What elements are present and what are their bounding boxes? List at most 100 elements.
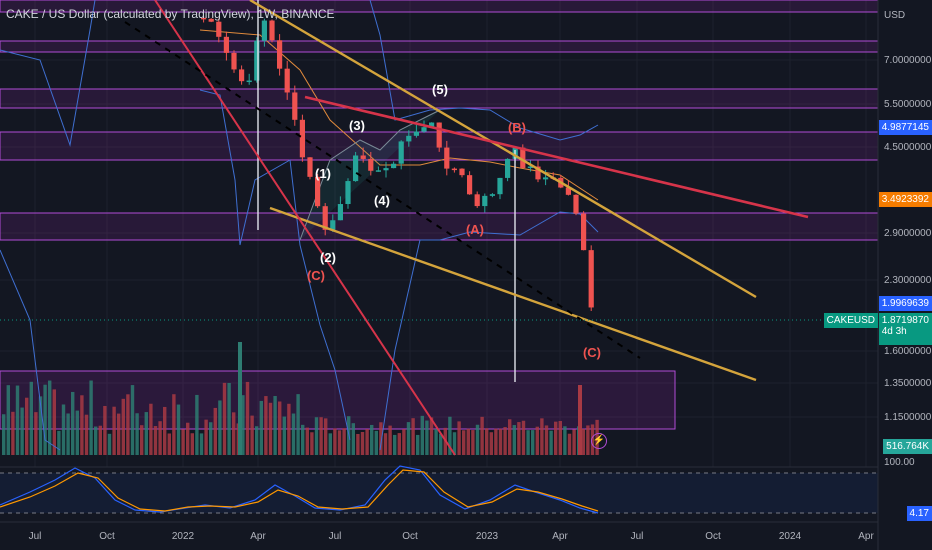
volume-bar xyxy=(360,431,365,455)
volume-bar xyxy=(581,428,585,455)
candle-body xyxy=(231,52,237,70)
volume-bar xyxy=(144,412,148,455)
volume-bar xyxy=(176,404,181,455)
volume-bar xyxy=(388,425,392,455)
volume-bar xyxy=(319,417,323,455)
volume-bar xyxy=(107,433,112,455)
volume-badge: 516.764K xyxy=(883,439,932,454)
volume-bar xyxy=(535,426,539,455)
candle-body xyxy=(216,21,222,37)
volume-bar xyxy=(140,425,144,455)
volume-bar xyxy=(512,425,516,455)
volume-bar xyxy=(370,424,374,455)
candle-body xyxy=(451,168,457,171)
time-tick-label: Apr xyxy=(552,531,568,542)
volume-bar xyxy=(227,382,231,455)
volume-bar xyxy=(117,413,121,455)
lower-band xyxy=(0,89,599,451)
volume-bar xyxy=(167,433,171,455)
volume-bar xyxy=(61,404,66,455)
volume-bar xyxy=(480,416,484,455)
candle-body xyxy=(330,220,336,230)
candle-body xyxy=(467,175,473,195)
volume-bar xyxy=(38,396,43,455)
volume-bar xyxy=(485,428,489,455)
volume-bar xyxy=(333,428,337,455)
volume-bar xyxy=(278,401,282,455)
volume-bar xyxy=(462,430,466,455)
red-diagonal-line xyxy=(154,0,456,456)
volume-bar xyxy=(66,413,70,455)
volume-bar xyxy=(20,407,24,455)
upper-channel-line xyxy=(249,0,757,299)
time-tick-label: Apr xyxy=(858,531,874,542)
volume-bar xyxy=(84,414,89,455)
candle-body xyxy=(299,119,305,158)
volume-bar xyxy=(540,418,544,455)
candle-body xyxy=(246,80,252,83)
price-tick-label: 1.3500000 xyxy=(884,378,932,389)
candle-body xyxy=(421,127,427,132)
lightning-icon[interactable]: ⚡ xyxy=(591,433,607,449)
volume-bar xyxy=(273,396,277,455)
price-tick-label: 4.5000000 xyxy=(884,142,932,153)
volume-bar xyxy=(457,421,461,455)
volume-bar xyxy=(6,385,10,455)
candle-body xyxy=(406,135,412,142)
volume-bar xyxy=(356,433,360,455)
candle-body xyxy=(436,122,442,148)
candle-body xyxy=(588,250,594,308)
trendlines xyxy=(0,0,878,456)
volume-bar xyxy=(374,430,378,455)
time-tick-label: Apr xyxy=(250,531,266,542)
candle-body xyxy=(223,36,229,53)
volume-bar xyxy=(245,381,250,455)
oscillator-badge: 4.17 xyxy=(906,506,932,521)
volume-bar xyxy=(494,428,498,455)
wave-labels: (1) (2) (3) (4) (5) (A) (B) (C) (C) xyxy=(307,82,601,360)
volume-bar xyxy=(264,396,268,455)
lower-channel-line xyxy=(269,206,757,382)
price-tick-label: 2.9000000 xyxy=(884,228,932,239)
volume-bar xyxy=(439,433,443,455)
candle-body xyxy=(429,122,435,128)
time-tick-label: Jul xyxy=(329,531,342,542)
volume-bar xyxy=(250,415,254,455)
volume-bar xyxy=(544,425,549,455)
volume-bar xyxy=(71,391,75,455)
resistance-badge: 3.4923392 xyxy=(878,192,932,207)
time-tick-label: Oct xyxy=(99,531,115,542)
volume-bar xyxy=(508,419,512,455)
volume-bar xyxy=(379,422,383,455)
volume-bar xyxy=(15,385,20,455)
time-axis: Jul Oct 2022 Apr Jul Oct 2023 Apr Jul Oct 2024 Apr xyxy=(0,521,878,542)
volume-bar xyxy=(80,395,84,455)
volume-bar xyxy=(342,428,346,455)
upper-band-badge: 4.9877145 xyxy=(878,120,932,135)
candle-body xyxy=(261,20,267,41)
candle-body xyxy=(459,168,465,176)
time-tick-label: Jul xyxy=(29,531,42,542)
candle-body xyxy=(489,194,495,196)
volume-bar xyxy=(186,422,190,455)
volume-bar xyxy=(572,429,576,455)
upper-band xyxy=(0,0,599,147)
red-resistance-line xyxy=(304,95,809,219)
volume-bar xyxy=(259,400,263,455)
volume-bar xyxy=(301,424,305,455)
volume-bar xyxy=(89,380,93,455)
volume-bar xyxy=(112,406,116,455)
volume-bar xyxy=(130,385,135,455)
volume-bar xyxy=(232,412,236,455)
volume-bar xyxy=(531,430,535,455)
volume-bar xyxy=(268,402,273,455)
volume-bar xyxy=(43,384,47,455)
volume-bar xyxy=(222,382,227,455)
volume-bar xyxy=(94,426,98,455)
symbol-badge[interactable]: CAKEUSD xyxy=(823,313,878,328)
volume-bar xyxy=(103,405,107,455)
volume-bar xyxy=(2,414,6,455)
volume-bar xyxy=(563,426,567,455)
volume-bar xyxy=(448,416,452,455)
